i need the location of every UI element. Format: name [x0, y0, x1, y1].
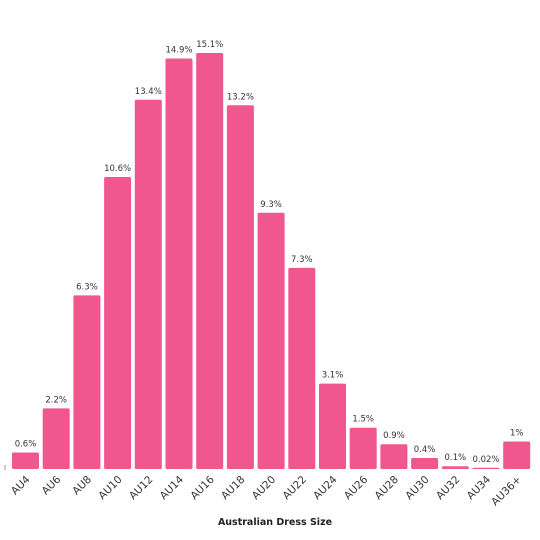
x-tick-labels-group: AU4 AU6 AU8 AU10 AU12 AU14 AU16 AU18 AU20 AU22 AU2… — [9, 473, 524, 508]
bar-au32 — [441, 466, 469, 469]
bar-au10 — [104, 177, 132, 469]
bar-au28 — [380, 444, 408, 469]
bars-group — [12, 53, 531, 470]
bar-au18 — [226, 105, 254, 470]
value-label: 14.9% — [165, 46, 192, 56]
value-label: 1% — [510, 429, 524, 439]
x-tick-label: AU28 — [373, 474, 401, 502]
bar-au22 — [288, 267, 316, 469]
x-tick-label: AU30 — [403, 474, 431, 502]
x-tick-label: AU18 — [219, 474, 247, 502]
x-axis-title: Australian Dress Size — [218, 517, 332, 528]
value-label: 6.3% — [76, 282, 98, 292]
value-label: 15.1% — [196, 40, 223, 50]
x-tick-label: AU36+ — [489, 474, 524, 509]
bar-au26 — [349, 427, 377, 469]
x-tick-label: AU6 — [40, 473, 64, 497]
value-label: 0.6% — [15, 440, 37, 450]
x-tick-label: AU20 — [250, 474, 278, 502]
bar-au12 — [134, 99, 162, 470]
x-tick-label: AU34 — [465, 473, 494, 502]
x-tick-label: AU16 — [188, 473, 217, 502]
value-label: 3.1% — [322, 371, 344, 381]
value-label: 13.4% — [135, 87, 162, 97]
bar-au16 — [196, 53, 224, 469]
bar-au24 — [319, 383, 346, 469]
x-tick-label: AU22 — [280, 474, 308, 502]
x-tick-label: AU10 — [96, 474, 124, 502]
x-tick-label: AU32 — [434, 474, 462, 502]
x-tick-label: AU24 — [311, 473, 340, 502]
value-label: 9.3% — [260, 200, 282, 210]
value-label: 0.4% — [414, 445, 436, 455]
bar-au14 — [165, 58, 193, 469]
value-label: 0.02% — [472, 455, 499, 465]
bar-au8 — [73, 295, 101, 469]
x-tick-label: AU26 — [342, 473, 371, 502]
value-label: 10.6% — [104, 164, 131, 174]
value-label: 7.3% — [291, 255, 313, 265]
x-tick-label: AU8 — [70, 474, 94, 498]
bar-au20 — [257, 212, 285, 470]
x-tick-label: AU12 — [127, 474, 155, 502]
value-label: 0.9% — [383, 431, 405, 441]
value-label: 1.5% — [352, 415, 374, 425]
bar-au4 — [12, 452, 39, 469]
x-tick-label: AU4 — [9, 473, 33, 497]
value-label: 13.2% — [227, 92, 254, 102]
value-labels-group: 0.6% 2.2% 6.3% 10.6% 13.4% 14.9% 15.1% 13.2% 9.3… — [15, 40, 524, 465]
bar-au30 — [411, 458, 439, 469]
value-label: 0.1% — [444, 453, 466, 463]
x-tick-label: AU14 — [158, 473, 187, 502]
bar-au6 — [42, 408, 70, 469]
value-label: 2.2% — [45, 395, 67, 405]
bar-au36-plus — [503, 441, 531, 469]
bar-au34 — [472, 467, 500, 469]
